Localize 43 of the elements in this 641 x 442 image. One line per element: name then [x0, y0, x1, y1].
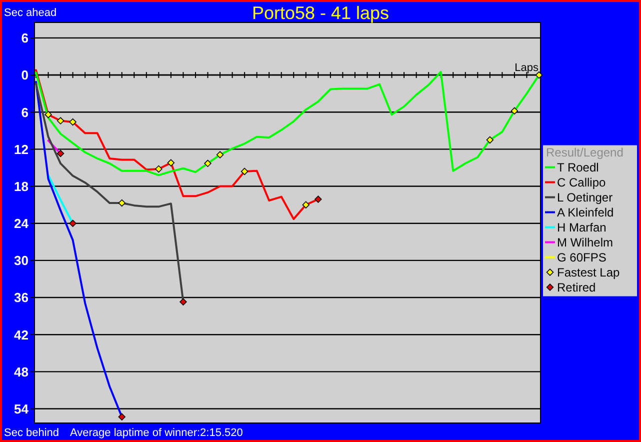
legend-label: L Oetinger [557, 190, 613, 204]
legend-label: C Callipo [557, 175, 606, 190]
chart-title: Porto58 - 41 laps [252, 3, 390, 23]
y-tick-label: 0 [21, 68, 28, 83]
y-tick-label: 6 [21, 104, 28, 120]
point [155, 165, 162, 173]
y-axis-title: Sec ahead [4, 7, 57, 19]
text: Average laptime of winner:2:15.520 [70, 427, 243, 439]
y-tick-label: 12 [14, 142, 28, 157]
legend-label: A Kleinfeld [557, 205, 614, 220]
point [69, 220, 76, 227]
text: Sec behind [4, 427, 60, 439]
legend-label: G 60FPS [557, 250, 606, 264]
point [44, 110, 52, 118]
y-tick-label: 6 [21, 30, 28, 46]
y-tick-label: 54 [14, 401, 30, 416]
y-tick-label: 24 [14, 216, 30, 232]
point [240, 168, 248, 176]
legend-label: M Wilhelm [557, 235, 613, 250]
point [118, 199, 126, 207]
point [204, 160, 212, 168]
point [118, 413, 126, 420]
point [180, 298, 187, 306]
point [216, 151, 224, 158]
y-tick-label: 18 [14, 178, 28, 194]
point [302, 201, 310, 208]
point [69, 118, 76, 126]
y-tick-label: 36 [14, 290, 28, 306]
point [314, 196, 322, 203]
point [486, 136, 494, 144]
point [167, 159, 175, 166]
y-tick-label: 48 [14, 364, 28, 380]
legend-label: Fastest Lap [557, 265, 620, 280]
x-axis-title: Laps [514, 62, 539, 74]
legend-label: T Roedl [557, 160, 599, 174]
point [56, 150, 64, 158]
y-tick-label: 42 [14, 327, 28, 342]
y-tick-label: 30 [14, 253, 28, 268]
point [510, 107, 518, 114]
legend-label: Retired [557, 280, 596, 294]
legend-label: H Marfan [557, 220, 606, 234]
point [56, 117, 64, 124]
legend-title: Result/Legend [546, 145, 624, 160]
